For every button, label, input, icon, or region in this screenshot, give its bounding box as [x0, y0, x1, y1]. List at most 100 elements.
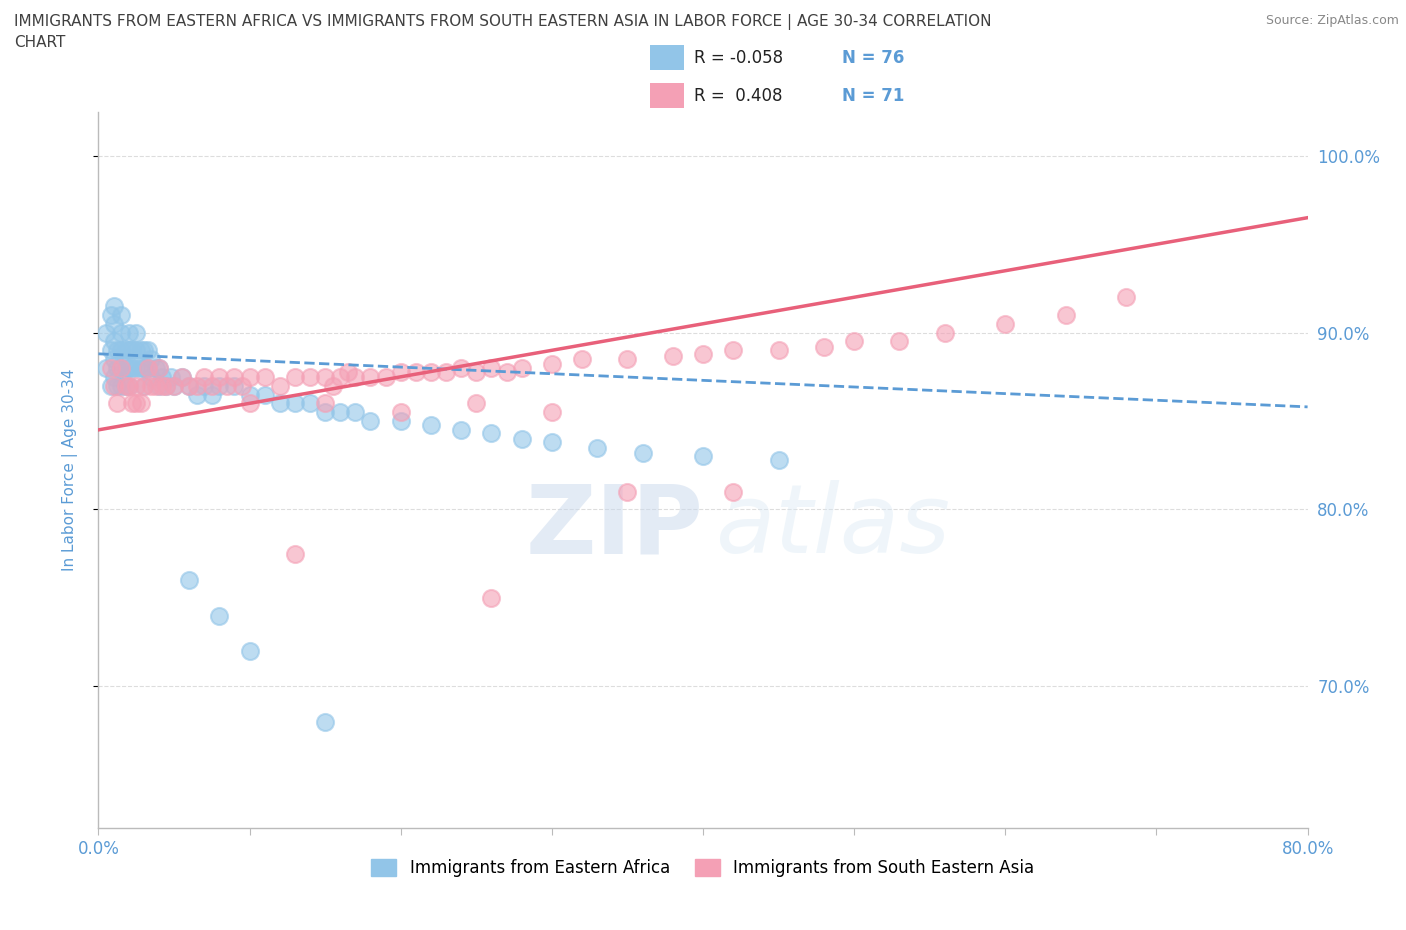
Point	[186, 379, 208, 393]
Point	[239, 396, 262, 411]
Point	[201, 387, 224, 402]
Point	[360, 369, 382, 384]
Point	[132, 379, 155, 393]
Point	[114, 361, 136, 376]
Text: IMMIGRANTS FROM EASTERN AFRICA VS IMMIGRANTS FROM SOUTH EASTERN ASIA IN LABOR FO: IMMIGRANTS FROM EASTERN AFRICA VS IMMIGR…	[14, 14, 991, 30]
Text: R = -0.058: R = -0.058	[693, 48, 783, 67]
Point	[344, 405, 367, 419]
Point	[889, 334, 911, 349]
Point	[103, 316, 125, 331]
Point	[121, 343, 143, 358]
Point	[934, 326, 956, 340]
Point	[661, 348, 683, 363]
Point	[186, 387, 208, 402]
Point	[105, 396, 128, 411]
Point	[510, 361, 533, 376]
Point	[434, 364, 457, 379]
Point	[121, 396, 143, 411]
Point	[692, 346, 714, 361]
Point	[125, 326, 148, 340]
Point	[155, 379, 177, 393]
Point	[224, 369, 246, 384]
Point	[269, 379, 291, 393]
Point	[844, 334, 866, 349]
Point	[121, 361, 143, 376]
Point	[314, 714, 336, 729]
Point	[145, 361, 167, 376]
Point	[336, 364, 359, 379]
Point	[114, 379, 136, 393]
Point	[179, 379, 201, 393]
Point	[481, 426, 503, 441]
Point	[344, 369, 367, 384]
Point	[231, 379, 253, 393]
Point	[405, 364, 427, 379]
Point	[129, 343, 152, 358]
Point	[495, 364, 517, 379]
Point	[103, 334, 125, 349]
Text: ZIP: ZIP	[524, 481, 703, 574]
Point	[692, 449, 714, 464]
Point	[110, 361, 132, 376]
Point	[136, 343, 159, 358]
Point	[132, 379, 155, 393]
Point	[163, 379, 186, 393]
Point	[118, 343, 141, 358]
Point	[105, 361, 128, 376]
Point	[450, 361, 472, 376]
Y-axis label: In Labor Force | Age 30-34: In Labor Force | Age 30-34	[62, 368, 77, 571]
Point	[465, 364, 488, 379]
Point	[723, 485, 745, 499]
Point	[571, 352, 593, 366]
Point	[148, 361, 170, 376]
Point	[540, 357, 562, 372]
Point	[110, 308, 132, 323]
Point	[465, 396, 488, 411]
Point	[179, 573, 201, 588]
Text: atlas: atlas	[716, 481, 950, 574]
Point	[208, 369, 231, 384]
Point	[105, 343, 128, 358]
Point	[125, 343, 148, 358]
Point	[136, 361, 159, 376]
Point	[103, 369, 125, 384]
Point	[374, 369, 396, 384]
Text: N = 76: N = 76	[842, 48, 904, 67]
Point	[540, 405, 562, 419]
Point	[314, 405, 336, 419]
Point	[481, 591, 503, 605]
Point	[768, 343, 790, 358]
Point	[239, 387, 262, 402]
Point	[118, 379, 141, 393]
Point	[768, 453, 790, 468]
Point	[136, 361, 159, 376]
Point	[145, 379, 167, 393]
Point	[631, 445, 654, 460]
Point	[215, 379, 238, 393]
Point	[253, 369, 276, 384]
Point	[208, 379, 231, 393]
Point	[94, 326, 117, 340]
Point	[269, 396, 291, 411]
Point	[299, 396, 322, 411]
FancyBboxPatch shape	[650, 83, 683, 109]
Point	[94, 361, 117, 376]
Point	[299, 369, 322, 384]
Point	[110, 326, 132, 340]
Point	[170, 369, 193, 384]
Point	[329, 405, 352, 419]
Point	[118, 361, 141, 376]
Point	[224, 379, 246, 393]
Point	[450, 422, 472, 437]
Point	[193, 379, 215, 393]
Point	[125, 361, 148, 376]
Point	[160, 369, 183, 384]
Point	[239, 644, 262, 658]
Point	[540, 435, 562, 450]
Point	[141, 369, 163, 384]
Point	[253, 387, 276, 402]
Point	[284, 396, 307, 411]
Point	[170, 369, 193, 384]
Point	[389, 405, 412, 419]
Point	[586, 440, 609, 455]
